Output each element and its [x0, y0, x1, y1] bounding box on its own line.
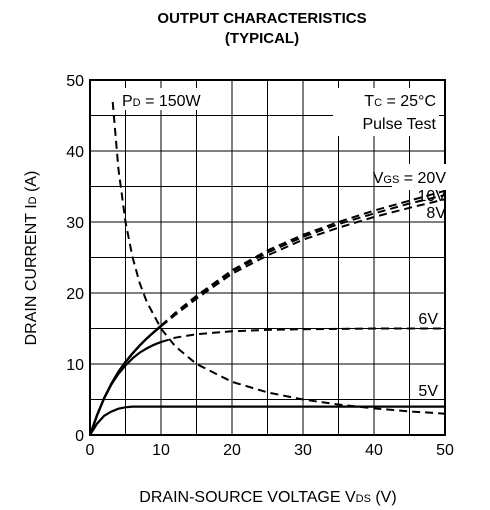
series-8v-dashed — [160, 198, 446, 328]
x-tick-label-20: 20 — [223, 442, 241, 459]
series-label-20v: VGS = 20V — [373, 170, 447, 187]
y-tick-label-50: 50 — [66, 73, 84, 90]
pulse-test-annotation: Pulse Test — [362, 116, 436, 133]
x-tick-label-30: 30 — [294, 442, 312, 459]
vgs-label-bg — [392, 164, 446, 190]
tc-annotation: TC = 25°C — [364, 93, 436, 110]
chart-title-line2: (TYPICAL) — [225, 30, 299, 47]
series-6v-dashed — [160, 327, 445, 343]
pd-annotation: PD = 150W — [122, 93, 202, 110]
label-5v-bg — [414, 381, 442, 399]
x-tick-label-10: 10 — [152, 442, 170, 459]
pd-annotation-bg — [118, 88, 202, 110]
grid — [90, 80, 445, 435]
x-axis-label: DRAIN-SOURCE VOLTAGE VDS (V) — [139, 489, 396, 506]
x-tick-label-40: 40 — [365, 442, 383, 459]
y-tick-label-20: 20 — [66, 286, 84, 303]
series-label-5v: 5V — [418, 383, 438, 400]
x-tick-label-50: 50 — [436, 442, 454, 459]
y-axis-label: DRAIN CURRENT ID (A) — [23, 171, 40, 346]
series-6v-solid — [88, 340, 162, 436]
y-tick-label-10: 10 — [66, 357, 84, 374]
y-tick-label-0: 0 — [75, 428, 84, 445]
plot-frame — [89, 79, 446, 436]
tick-labels: 0 10 20 30 40 50 0 10 20 30 40 50 — [66, 73, 454, 459]
tc-annotation-bg — [333, 88, 439, 136]
chart-title-line1: OUTPUT CHARACTERISTICS — [157, 10, 366, 27]
y-tick-label-30: 30 — [66, 215, 84, 232]
label-6v-bg — [414, 309, 442, 327]
y-tick-label-40: 40 — [66, 144, 84, 161]
series-10v-dashed — [160, 194, 446, 327]
series-5v — [89, 405, 445, 436]
series-group — [88, 101, 446, 436]
series-label-10v: 10V — [418, 188, 447, 205]
series-label-6v: 6V — [418, 311, 438, 328]
x-tick-label-0: 0 — [86, 442, 95, 459]
series-label-8v: 8V — [426, 205, 446, 222]
